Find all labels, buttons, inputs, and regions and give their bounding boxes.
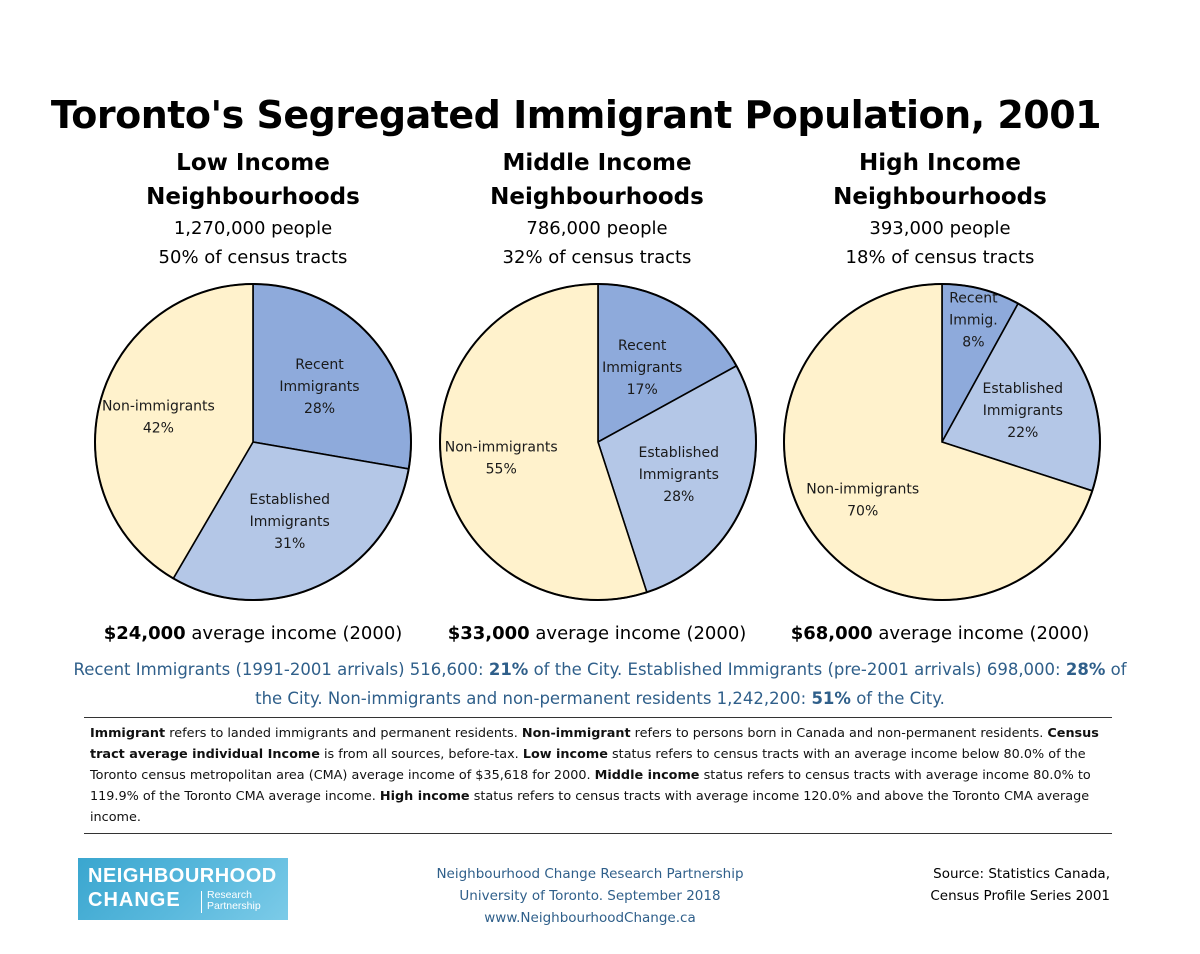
footer-website-link[interactable]: www.NeighbourhoodChange.ca (484, 910, 696, 926)
slice-label-non-immigrants: 42% (143, 420, 174, 436)
pie-chart-low: Recent Immigrants 28% Established Immigrants… (94, 283, 412, 601)
footer-credits: Neighbourhood Change Research Partnershi… (380, 863, 800, 929)
divider-top (84, 717, 1112, 718)
slice-label-established-immigrants: 22% (1007, 425, 1038, 441)
slice-label-non-immigrants: 70% (847, 504, 878, 520)
panel-low-income-header: Low Income Neighbourhoods 1,270,000 peop… (93, 146, 413, 272)
note-term: High income (379, 789, 470, 804)
slice-label-established-immigrants: Immigrants (250, 514, 330, 530)
note-term: Census tract average individual Income (90, 726, 1099, 762)
slice-label-recent-immigrants: Recent (295, 357, 344, 373)
logo-separator (201, 891, 202, 913)
panel-people: 1,270,000 people (173, 218, 333, 239)
summary-pct: 21% (488, 660, 529, 679)
income-amount: $33,000 (447, 623, 530, 644)
summary-text: of the City. Non-immigrants and non-perm… (255, 660, 1127, 708)
slice-label-recent-immigrants: 28% (304, 401, 335, 417)
panel-heading-sub: Neighbourhoods (146, 184, 360, 210)
slice-label-established-immigrants: Established (639, 445, 720, 461)
note-text: refers to landed immigrants and permanen… (165, 726, 522, 741)
pie-outline (783, 283, 1101, 601)
slice-label-recent-immigrants: Immig. (949, 313, 998, 329)
note-text: status refers to census tracts with aver… (90, 768, 1091, 804)
slice-label-recent-immigrants: 17% (627, 382, 658, 398)
note-text: refers to persons born in Canada and non… (630, 726, 1048, 741)
panel-heading-sub: Neighbourhoods (833, 184, 1047, 210)
income-amount: $24,000 (103, 623, 186, 644)
pie-chart-middle: Recent Immigrants 17% Established Immigrants… (439, 283, 757, 601)
panel-middle-income-header: Middle Income Neighbourhoods 786,000 peo… (437, 146, 757, 272)
slice-label-recent-immigrants: Immigrants (279, 379, 359, 395)
slice-label-non-immigrants: 55% (486, 461, 517, 477)
note-term: Middle income (594, 768, 700, 783)
summary-text: of the City. Established Immigrants (pre… (528, 660, 1066, 679)
footer-org: Neighbourhood Change Research Partnershi… (436, 866, 744, 882)
note-text: status refers to census tracts with aver… (90, 789, 1090, 825)
panel-heading-sub: Neighbourhoods (490, 184, 704, 210)
panel-heading: Middle Income (502, 150, 692, 176)
panel-tracts: 18% of census tracts (845, 247, 1035, 268)
income-amount: $68,000 (790, 623, 873, 644)
income-text: average income (2000) (185, 623, 403, 644)
slice-label-recent-immigrants: Immigrants (602, 360, 682, 376)
note-text: status refers to census tracts with an a… (90, 747, 1086, 783)
panel-people: 786,000 people (526, 218, 668, 239)
summary-text: of the City. (850, 689, 945, 708)
income-middle: $33,000 average income (2000) (417, 623, 777, 644)
page-title: Toronto's Segregated Immigrant Populatio… (50, 93, 1102, 137)
panel-tracts: 50% of census tracts (158, 247, 348, 268)
panel-tracts: 32% of census tracts (502, 247, 692, 268)
slice-label-non-immigrants: Non-immigrants (445, 439, 558, 455)
pie-slice-recent-immigrants (252, 283, 412, 470)
slice-label-recent-immigrants: Recent (618, 338, 667, 354)
slice-label-established-immigrants: Established (983, 381, 1064, 397)
income-text: average income (2000) (872, 623, 1090, 644)
footer-date: University of Toronto. September 2018 (459, 888, 721, 904)
city-summary: Recent Immigrants (1991-2001 arrivals) 5… (60, 655, 1140, 713)
source-line2: Census Profile Series 2001 (930, 888, 1110, 904)
slice-label-recent-immigrants: Recent (949, 291, 998, 307)
slice-label-non-immigrants: Non-immigrants (806, 482, 919, 498)
divider-bottom (84, 833, 1112, 834)
panel-heading: Low Income (176, 150, 330, 176)
note-term: Non-immigrant (521, 726, 631, 741)
income-text: average income (2000) (529, 623, 747, 644)
pie-chart-high: Recent Immig. 8% Established Immigrants 22% No… (783, 283, 1101, 601)
logo-line1: NEIGHBOURHOOD (88, 865, 277, 887)
summary-pct: 51% (811, 689, 851, 708)
slice-label-established-immigrants: Established (249, 492, 330, 508)
logo-sub2: Partnership (207, 900, 261, 912)
slice-label-recent-immigrants: 8% (962, 335, 984, 351)
neighbourhood-change-logo: NEIGHBOURHOOD CHANGE Research Partnership (78, 858, 288, 920)
slice-label-established-immigrants: 31% (274, 536, 305, 552)
income-high: $68,000 average income (2000) (760, 623, 1120, 644)
logo-sub1: Research (207, 889, 252, 901)
slice-label-non-immigrants: Non-immigrants (102, 398, 215, 414)
summary-text: Recent Immigrants (1991-2001 arrivals) 5… (73, 660, 489, 679)
panel-people: 393,000 people (869, 218, 1011, 239)
note-term: Immigrant (90, 726, 166, 741)
slice-label-established-immigrants: Immigrants (639, 467, 719, 483)
note-text: is from all sources, before-tax. (319, 747, 523, 762)
slice-label-established-immigrants: 28% (663, 489, 694, 505)
logo-line2: CHANGE (88, 889, 181, 911)
footer-source: Source: Statistics Canada, Census Profil… (880, 863, 1110, 907)
panel-heading: High Income (859, 150, 1021, 176)
definitions-notes: Immigrant refers to landed immigrants an… (90, 723, 1110, 828)
source-line1: Source: Statistics Canada, (933, 866, 1110, 882)
panel-high-income-header: High Income Neighbourhoods 393,000 peopl… (780, 146, 1100, 272)
summary-pct: 28% (1065, 660, 1106, 679)
pie-outline (94, 283, 412, 601)
slice-label-established-immigrants: Immigrants (983, 403, 1063, 419)
pie-outline (439, 283, 757, 601)
logo-subtitle: Research Partnership (207, 890, 261, 912)
note-term: Low income (522, 747, 608, 762)
income-low: $24,000 average income (2000) (73, 623, 433, 644)
